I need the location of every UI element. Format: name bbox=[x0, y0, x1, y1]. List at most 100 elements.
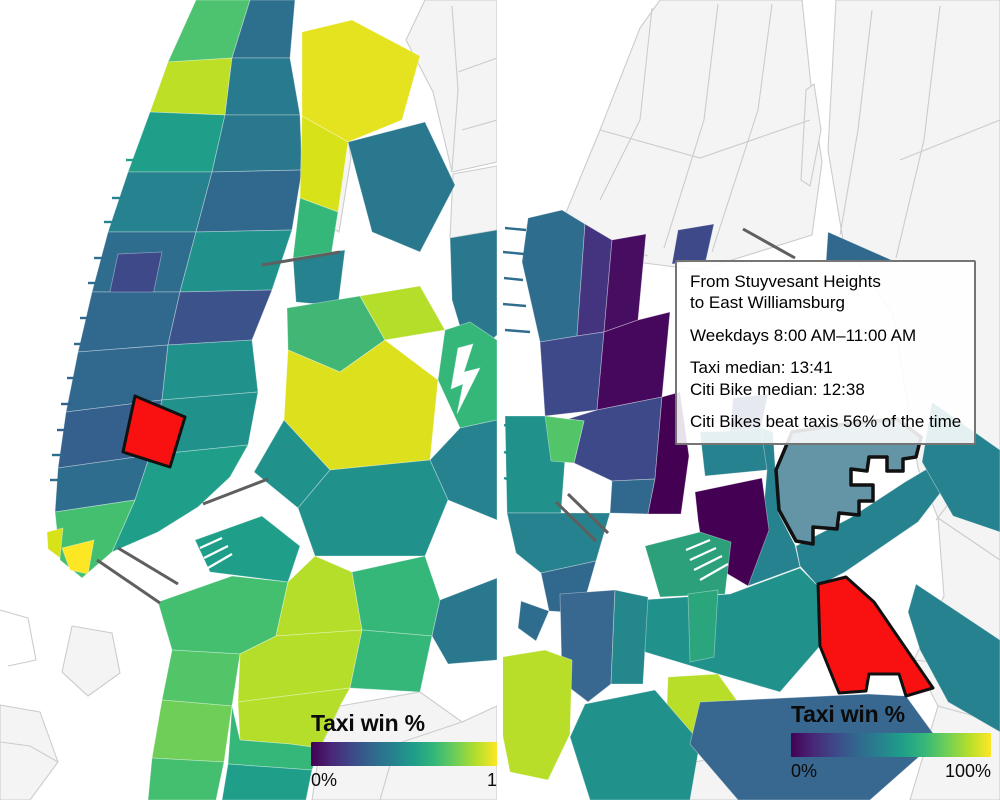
map-region[interactable] bbox=[127, 111, 226, 173]
nodata-boundary bbox=[711, 3, 773, 253]
map-region[interactable] bbox=[351, 555, 441, 637]
nodata-boundary bbox=[899, 119, 1000, 161]
map-region[interactable] bbox=[161, 339, 259, 401]
map-region[interactable] bbox=[195, 169, 303, 233]
map-region[interactable] bbox=[429, 419, 497, 521]
bridge-line bbox=[742, 227, 796, 260]
map-region[interactable] bbox=[107, 171, 213, 233]
water-mark bbox=[203, 545, 229, 559]
nodata-region bbox=[61, 625, 121, 697]
bridge-line bbox=[554, 500, 598, 543]
pier-mark bbox=[503, 250, 525, 256]
map-region[interactable] bbox=[77, 291, 181, 353]
tooltip-route: From Stuyvesant Heights to East Williams… bbox=[690, 271, 961, 314]
map-region[interactable] bbox=[194, 515, 301, 583]
pier-mark bbox=[503, 276, 524, 282]
legend-right-title: Taxi win % bbox=[791, 701, 905, 727]
map-region[interactable] bbox=[795, 465, 942, 587]
map-region[interactable] bbox=[569, 689, 701, 800]
legend-left: Taxi win % 0% 1 bbox=[311, 710, 497, 791]
nodata-region bbox=[449, 165, 497, 239]
map-region[interactable] bbox=[907, 583, 1000, 733]
tooltip-schedule: Weekdays 8:00 AM–11:00 AM bbox=[690, 325, 917, 345]
map-region[interactable] bbox=[596, 311, 671, 411]
nodata-boundary bbox=[457, 57, 497, 73]
selected-region[interactable] bbox=[816, 575, 935, 698]
map-region[interactable] bbox=[687, 589, 719, 663]
nodata-boundary bbox=[599, 7, 653, 201]
water-mark bbox=[699, 563, 729, 581]
water-mark bbox=[689, 547, 717, 561]
map-region[interactable] bbox=[349, 629, 433, 693]
water-mark bbox=[199, 536, 223, 550]
nodata-region bbox=[800, 83, 822, 187]
bridge-line bbox=[117, 546, 179, 586]
trip-stats-tooltip: From Stuyvesant Heights to East Williams… bbox=[675, 260, 977, 446]
map-region[interactable] bbox=[224, 57, 301, 116]
map-region[interactable] bbox=[46, 527, 64, 559]
map-region[interactable] bbox=[544, 415, 585, 464]
selected-region[interactable] bbox=[121, 394, 187, 469]
pier-mark bbox=[504, 328, 531, 334]
legend-right-min-label: 0% bbox=[791, 761, 818, 781]
nodata-boundary bbox=[839, 9, 873, 236]
nodata-boundary bbox=[451, 5, 459, 171]
nodata-region bbox=[0, 704, 59, 800]
legend-left-min-label: 0% bbox=[311, 770, 338, 790]
map-region[interactable] bbox=[221, 763, 313, 800]
map-region[interactable] bbox=[609, 478, 656, 515]
map-region[interactable] bbox=[111, 444, 249, 553]
tooltip-medians: Taxi median: 13:41 Citi Bike median: 12:… bbox=[690, 357, 961, 400]
legend-right: Taxi win % 0% 100% bbox=[791, 701, 991, 782]
tooltip-summary: Citi Bikes beat taxis 56% of the time bbox=[690, 412, 962, 432]
map-region[interactable] bbox=[347, 121, 456, 253]
legend-right-gradient-bar bbox=[791, 733, 991, 757]
pier-mark bbox=[503, 423, 513, 429]
tooltip-to: to East Williamsburg bbox=[690, 293, 845, 313]
map-region[interactable] bbox=[147, 757, 225, 800]
map-region[interactable] bbox=[517, 600, 550, 642]
nodata-region bbox=[405, 0, 497, 173]
nodata-boundary bbox=[599, 119, 811, 159]
bridge-line bbox=[96, 558, 161, 605]
map-region[interactable] bbox=[179, 229, 293, 293]
nodata-boundary bbox=[0, 741, 59, 763]
map-region[interactable] bbox=[431, 577, 497, 665]
legend-left-max-label: 1 bbox=[486, 770, 497, 790]
water-mark bbox=[685, 538, 711, 552]
legend-right-max-label: 100% bbox=[944, 761, 991, 781]
bridge-line bbox=[202, 477, 269, 506]
legend-left-title: Taxi win % bbox=[311, 710, 425, 736]
bridge-line bbox=[261, 250, 341, 267]
map-region[interactable] bbox=[151, 699, 233, 763]
map-region[interactable] bbox=[301, 19, 421, 143]
pier-mark bbox=[503, 302, 527, 308]
nodata-boundary bbox=[0, 609, 37, 667]
map-region[interactable] bbox=[211, 114, 303, 173]
map-region[interactable] bbox=[161, 649, 241, 707]
tooltip-taxi-median: Taxi median: 13:41 bbox=[690, 358, 833, 378]
water-mark bbox=[207, 553, 233, 569]
pier-mark bbox=[503, 450, 512, 456]
map-region[interactable] bbox=[450, 343, 481, 415]
tooltip-from: From Stuyvesant Heights bbox=[690, 272, 881, 291]
origin-map[interactable] bbox=[0, 0, 497, 800]
water-mark bbox=[693, 555, 723, 571]
map-region[interactable] bbox=[610, 589, 649, 685]
map-region[interactable] bbox=[61, 539, 95, 575]
tooltip-bike-median: Citi Bike median: 12:38 bbox=[690, 379, 865, 399]
bridge-line bbox=[566, 492, 610, 535]
map-region[interactable] bbox=[521, 209, 586, 343]
nodata-boundary bbox=[663, 3, 719, 249]
pier-mark bbox=[503, 476, 512, 482]
map-region[interactable] bbox=[500, 649, 573, 781]
nodata-boundary bbox=[895, 5, 941, 259]
map-region[interactable] bbox=[539, 331, 605, 417]
nodata-boundary bbox=[461, 119, 497, 131]
map-region[interactable] bbox=[149, 57, 233, 116]
legend-left-gradient-bar bbox=[311, 742, 497, 766]
pier-mark bbox=[504, 226, 527, 232]
map-region[interactable] bbox=[644, 531, 732, 598]
map-region[interactable] bbox=[167, 289, 273, 346]
